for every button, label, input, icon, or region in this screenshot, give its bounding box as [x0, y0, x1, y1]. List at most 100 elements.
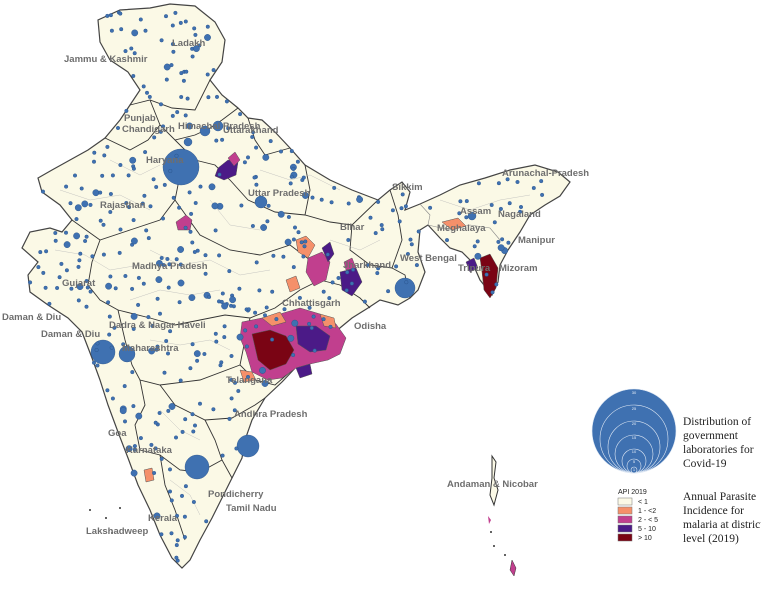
lab-dot: [195, 358, 200, 363]
lab-dot: [253, 310, 258, 315]
lab-dot: [288, 181, 293, 186]
state-label: Andaman & Nicobar: [447, 479, 538, 490]
lab-dot-large: [236, 434, 260, 458]
lab-dot: [132, 444, 137, 449]
lab-dot: [94, 348, 99, 353]
lab-dot-large: [394, 277, 416, 299]
lab-dot: [74, 204, 82, 212]
api-class-label: > 10: [638, 535, 652, 542]
lab-dot: [95, 363, 100, 368]
lab-dot: [108, 274, 113, 279]
lab-dot: [155, 259, 163, 267]
lab-dot: [180, 429, 185, 434]
lab-dot: [189, 211, 194, 216]
lab-dot: [168, 329, 173, 334]
lab-dot: [264, 305, 269, 310]
lab-dot: [131, 218, 136, 223]
lab-dot: [28, 280, 33, 285]
lab-dot: [211, 202, 219, 210]
lab-dot: [222, 324, 227, 329]
lab-dot: [167, 467, 172, 472]
lab-dot-large: [118, 345, 136, 363]
lab-dot: [175, 110, 180, 115]
lab-dot: [213, 228, 218, 233]
lab-dot: [127, 205, 132, 210]
lab-dot: [81, 200, 89, 208]
lab-dot: [84, 304, 89, 309]
lab-dot: [173, 435, 178, 440]
lab-dot: [154, 347, 159, 352]
lab-dot: [118, 227, 123, 232]
lab-dot: [198, 184, 203, 189]
lab-dot: [379, 223, 384, 228]
lab-dot: [131, 326, 136, 331]
lab-dot: [155, 296, 160, 301]
lab-dot: [409, 242, 414, 247]
lab-dot: [344, 288, 349, 293]
state-label: Daman & Diu: [41, 329, 100, 340]
lab-dot: [136, 275, 141, 280]
lab-dot: [321, 289, 326, 294]
lab-dot: [203, 253, 208, 258]
state-label: Sikkim: [392, 182, 423, 193]
lab-dot: [231, 304, 236, 309]
lab-dot: [186, 122, 194, 130]
labs-title-line-2: government: [683, 430, 739, 442]
lab-dot: [445, 238, 450, 243]
lab-dot: [213, 331, 218, 336]
lab-dot: [68, 201, 73, 206]
lab-dot: [44, 249, 49, 254]
lab-dot: [346, 201, 351, 206]
lab-dot: [310, 195, 315, 200]
lab-dot: [107, 314, 112, 319]
lab-dot: [101, 252, 106, 257]
lab-dot: [119, 407, 127, 415]
lab-dot: [254, 260, 259, 265]
lab-dot-large: [162, 148, 200, 186]
lab-dot: [408, 237, 413, 242]
lab-dot: [185, 96, 190, 101]
lab-dot: [190, 342, 195, 347]
lab-dot: [220, 453, 225, 458]
lab-dot: [164, 339, 169, 344]
lab-dot: [245, 155, 250, 160]
lab-dot: [129, 46, 134, 51]
api-swatch: [617, 497, 633, 506]
district-boundaries: [54, 159, 531, 516]
lab-dot: [168, 403, 176, 410]
lab-dot: [214, 339, 219, 344]
lab-dot: [190, 412, 195, 417]
lab-dot: [327, 296, 332, 301]
lab-dot: [53, 230, 58, 235]
lab-dot: [153, 420, 158, 425]
lab-dot: [229, 396, 234, 401]
state-label: Daman & Diu: [2, 312, 61, 323]
lab-dot: [282, 307, 287, 312]
lab-dot: [192, 26, 197, 31]
lab-dot: [73, 232, 81, 240]
lab-dot: [204, 519, 209, 524]
lab-dot: [130, 469, 138, 477]
state-label: Rajasthan: [100, 200, 146, 211]
lab-dot: [236, 333, 244, 341]
lab-dot: [78, 251, 83, 256]
lab-dot: [301, 192, 309, 199]
lab-dot: [178, 378, 183, 383]
lab-dot: [170, 113, 175, 118]
state-label: Chandigarh: [122, 124, 175, 135]
lab-dot: [279, 149, 284, 154]
lab-dot: [183, 113, 188, 118]
lab-dot: [229, 296, 237, 304]
state-label: Tamil Nadu: [226, 503, 277, 514]
lab-dot: [138, 436, 143, 441]
state-label: Assam: [460, 206, 491, 217]
lab-dot: [321, 317, 326, 322]
lab-dot-large: [199, 125, 211, 137]
lab-dot: [301, 175, 306, 180]
lab-dot: [148, 347, 156, 355]
lab-dot: [204, 34, 211, 41]
ring-label-2: 20: [632, 421, 637, 426]
lab-dot: [84, 234, 89, 239]
lab-dot: [271, 253, 276, 258]
lab-dot: [260, 224, 267, 231]
